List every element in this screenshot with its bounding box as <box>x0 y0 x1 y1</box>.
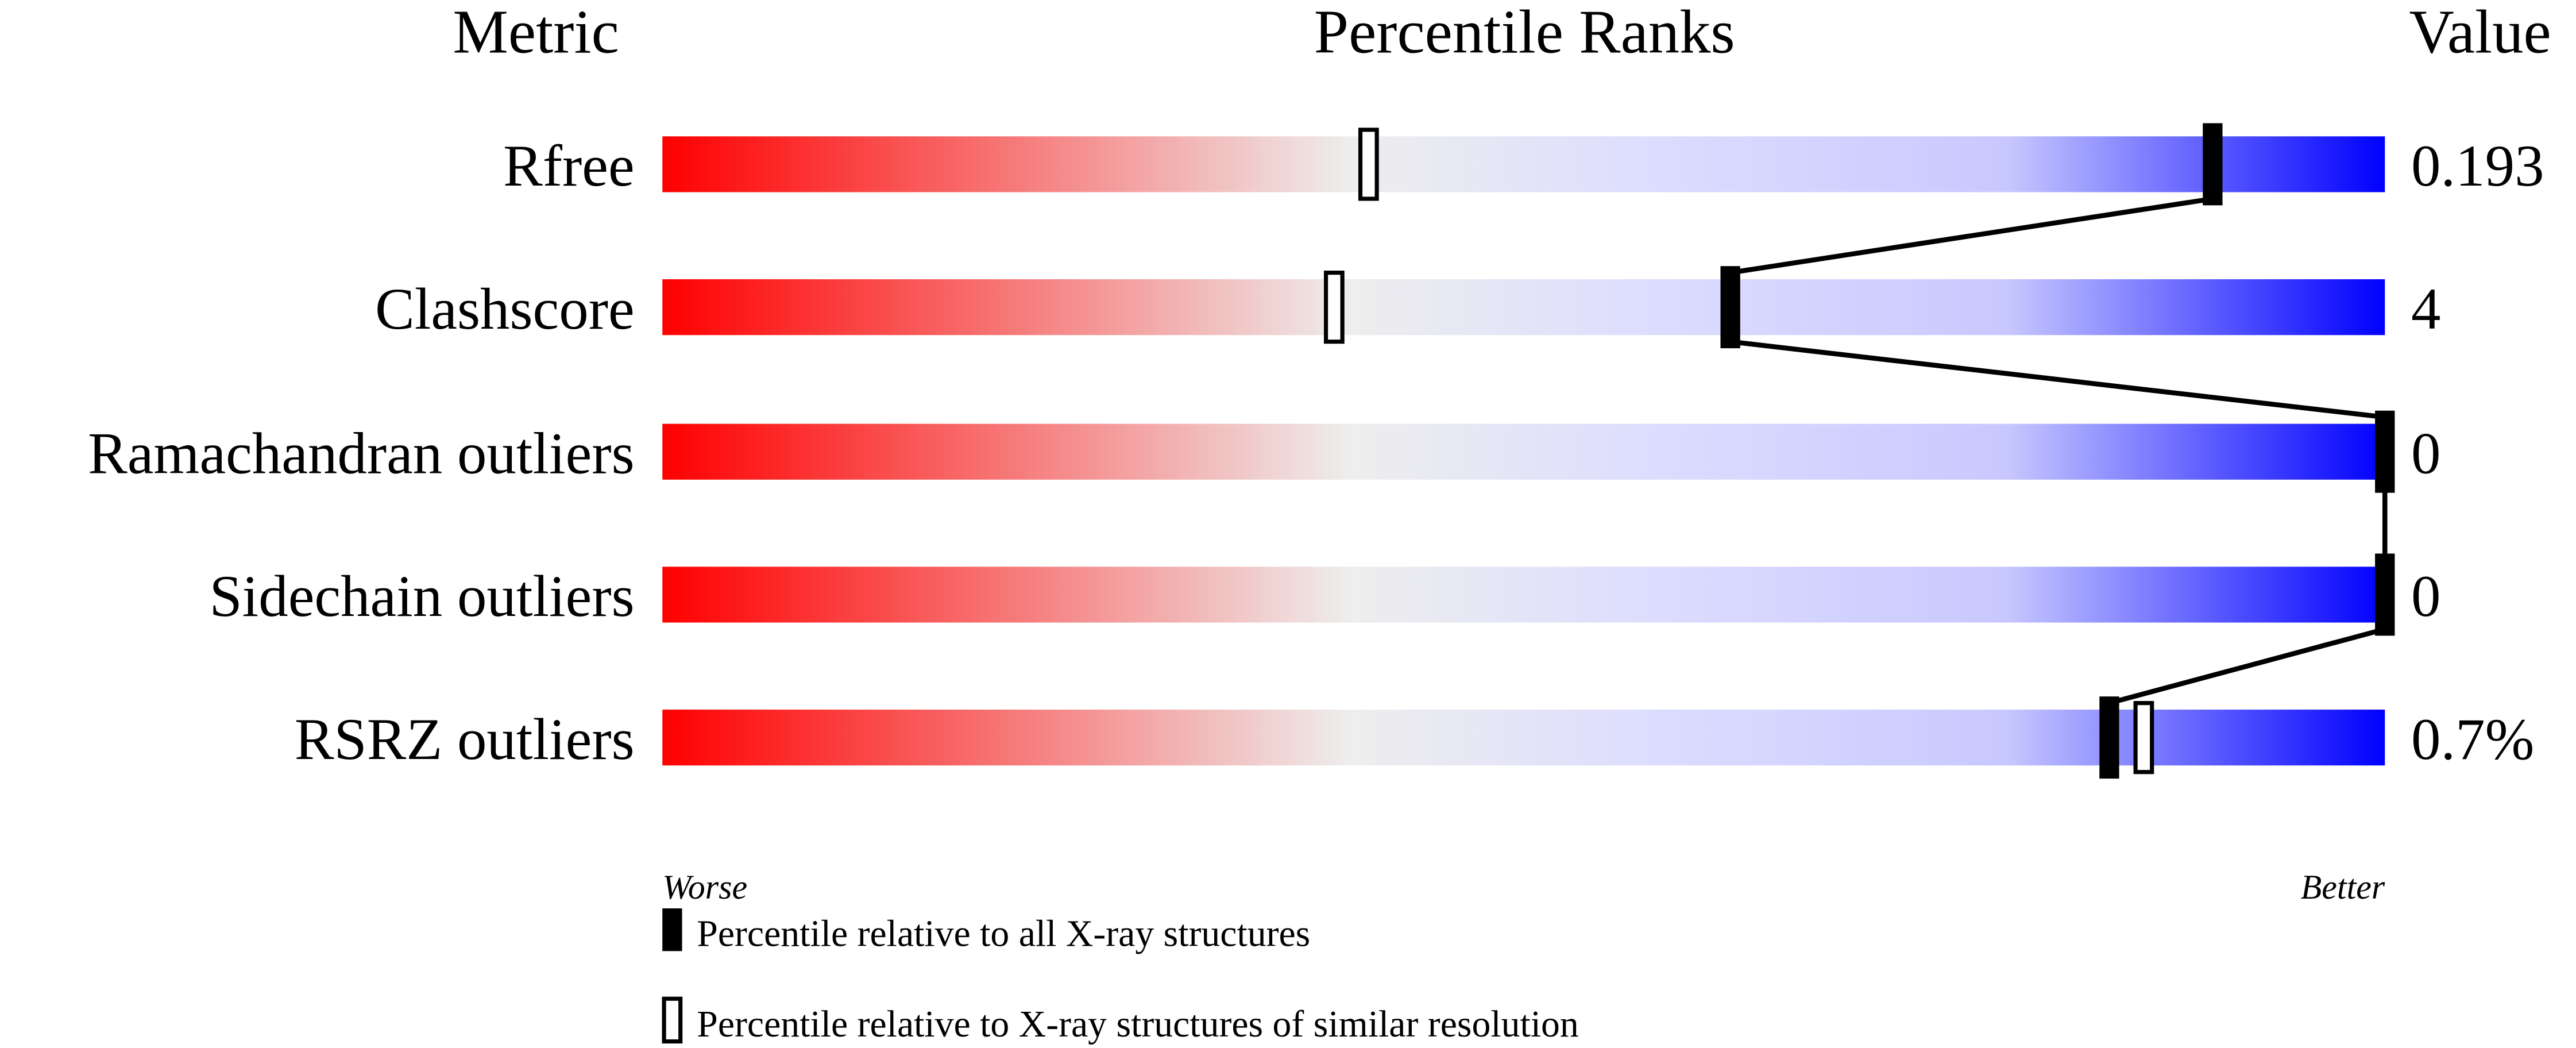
metric-value: 4 <box>2411 276 2440 342</box>
worse-label: Worse <box>662 868 747 906</box>
marker-connector <box>2108 626 2386 706</box>
metric-row: Ramachandran outliers 0 <box>88 410 2440 493</box>
metric-value: 0.193 <box>2411 133 2544 199</box>
percentile-bar <box>662 423 2385 480</box>
all-structures-marker <box>1720 266 1740 349</box>
header-value: Value <box>2409 0 2551 66</box>
legend-filled-label: Percentile relative to all X-ray structu… <box>697 913 1310 955</box>
legend-open-marker <box>662 996 683 1044</box>
metric-value: 0.7% <box>2411 707 2534 772</box>
metric-label: Clashscore <box>375 276 635 342</box>
metric-value: 0 <box>2411 421 2440 486</box>
metric-row: Rfree 0.193 <box>503 123 2544 206</box>
all-structures-marker <box>2099 696 2119 779</box>
metric-label: RSRZ outliers <box>295 707 635 772</box>
similar-resolution-marker <box>2133 701 2154 775</box>
header-metric: Metric <box>453 0 619 66</box>
legend-open-label: Percentile relative to X-ray structures … <box>697 1003 1578 1045</box>
metric-label: Sidechain outliers <box>209 564 634 629</box>
legend-filled-marker <box>662 908 682 951</box>
metric-row: Sidechain outliers 0 <box>209 553 2440 636</box>
header-percentile-ranks: Percentile Ranks <box>1314 0 1735 66</box>
percentile-bar <box>662 710 2385 766</box>
better-label: Better <box>2301 868 2385 906</box>
metric-value: 0 <box>2411 564 2440 629</box>
marker-connector <box>1729 196 2214 275</box>
all-structures-marker <box>2375 553 2395 636</box>
all-structures-marker <box>2375 410 2395 493</box>
all-structures-marker <box>2203 123 2223 206</box>
similar-resolution-marker <box>1323 271 1345 344</box>
similar-resolution-marker <box>1358 128 1379 201</box>
percentile-bar <box>662 279 2385 336</box>
percentile-bar <box>662 567 2385 623</box>
metric-row: Clashscore 4 <box>375 266 2440 349</box>
percentile-bar <box>662 136 2385 192</box>
metric-label: Rfree <box>503 133 635 199</box>
marker-connector <box>1730 339 2385 420</box>
metric-row: RSRZ outliers 0.7% <box>295 696 2534 779</box>
metric-label: Ramachandran outliers <box>88 421 635 486</box>
